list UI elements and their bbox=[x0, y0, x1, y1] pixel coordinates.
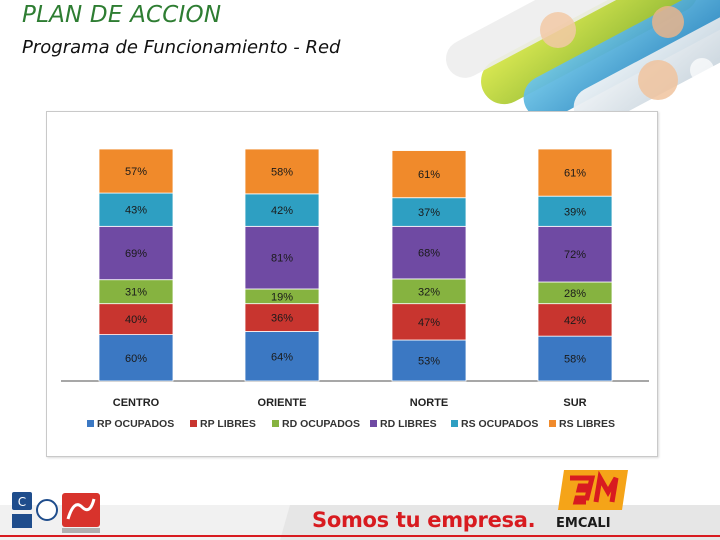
certification-logo-icon: C bbox=[12, 492, 58, 528]
data-label: 58% bbox=[564, 354, 586, 366]
chart-panel: 60% 40% 31% 69% 43% 57% CENTRO 64% 36% 19% 81% 42% 5… bbox=[46, 111, 658, 457]
data-label: 40% bbox=[125, 314, 147, 326]
legend-label: RS LIBRES bbox=[559, 418, 615, 430]
svg-text:C: C bbox=[18, 495, 26, 509]
data-label: 61% bbox=[564, 168, 586, 180]
emcali-logo-icon bbox=[558, 470, 628, 510]
bar-segment bbox=[98, 303, 174, 336]
bar-segment bbox=[391, 278, 467, 305]
bar-segment bbox=[537, 225, 613, 283]
data-label: 43% bbox=[125, 205, 147, 217]
bar-segment bbox=[537, 335, 613, 382]
legend-swatch bbox=[87, 420, 94, 427]
data-label: 28% bbox=[564, 288, 586, 300]
category-label: SUR bbox=[563, 397, 586, 409]
data-label: 39% bbox=[564, 206, 586, 218]
data-label: 64% bbox=[271, 351, 293, 363]
bar-segment bbox=[98, 148, 174, 194]
bar-segment bbox=[537, 195, 613, 227]
data-label: 19% bbox=[271, 291, 293, 303]
page-title: PLAN DE ACCION bbox=[22, 2, 222, 28]
data-label: 69% bbox=[125, 248, 147, 260]
legend-label: RP OCUPADOS bbox=[97, 418, 174, 430]
data-label: 47% bbox=[418, 317, 440, 329]
data-label: 58% bbox=[271, 166, 293, 178]
data-label: 61% bbox=[418, 169, 440, 181]
legend-label: RP LIBRES bbox=[200, 418, 256, 430]
footer-brand-name: EMCALI bbox=[556, 516, 611, 531]
footer-band bbox=[0, 505, 720, 540]
legend-swatch bbox=[190, 420, 197, 427]
bar-segment bbox=[537, 303, 613, 337]
page-subtitle: Programa de Funcionamiento - Red bbox=[22, 37, 341, 58]
bar-segment bbox=[244, 148, 320, 195]
bar-segment bbox=[391, 150, 467, 199]
data-label: 42% bbox=[564, 315, 586, 327]
legend-swatch bbox=[272, 420, 279, 427]
bar-segment bbox=[244, 331, 320, 382]
bar-segment bbox=[391, 197, 467, 227]
data-label: 36% bbox=[271, 313, 293, 325]
category-label: ORIENTE bbox=[258, 397, 307, 409]
bar-segment bbox=[391, 303, 467, 341]
bar-segment bbox=[244, 193, 320, 227]
bar-segment bbox=[391, 225, 467, 280]
bar-segment bbox=[244, 303, 320, 332]
data-label: 68% bbox=[418, 248, 440, 260]
bar-segment bbox=[391, 339, 467, 382]
footer-slogan: Somos tu empresa. bbox=[312, 508, 536, 532]
data-label: 60% bbox=[125, 353, 147, 365]
data-label: 37% bbox=[418, 207, 440, 219]
legend-label: RS OCUPADOS bbox=[461, 418, 538, 430]
category-label: CENTRO bbox=[113, 397, 160, 409]
data-label: 53% bbox=[418, 356, 440, 368]
category-label: NORTE bbox=[410, 397, 449, 409]
legend-label: RD LIBRES bbox=[380, 418, 437, 430]
rs-responsabilidad-logo-icon bbox=[62, 493, 100, 533]
legend-swatch bbox=[370, 420, 377, 427]
legend-swatch bbox=[549, 420, 556, 427]
legend-swatch bbox=[451, 420, 458, 427]
data-label: 32% bbox=[418, 286, 440, 298]
data-label: 31% bbox=[125, 287, 147, 299]
header-decoration-image bbox=[446, 0, 720, 120]
bar-segment bbox=[537, 148, 613, 197]
data-label: 42% bbox=[271, 205, 293, 217]
data-label: 81% bbox=[271, 253, 293, 265]
stacked-bar-chart: 60% 40% 31% 69% 43% 57% CENTRO 64% 36% 19% 81% 42% 5… bbox=[61, 148, 649, 430]
bar-segment bbox=[98, 334, 174, 382]
data-label: 57% bbox=[125, 166, 147, 178]
data-label: 72% bbox=[564, 249, 586, 261]
legend-label: RD OCUPADOS bbox=[282, 418, 360, 430]
